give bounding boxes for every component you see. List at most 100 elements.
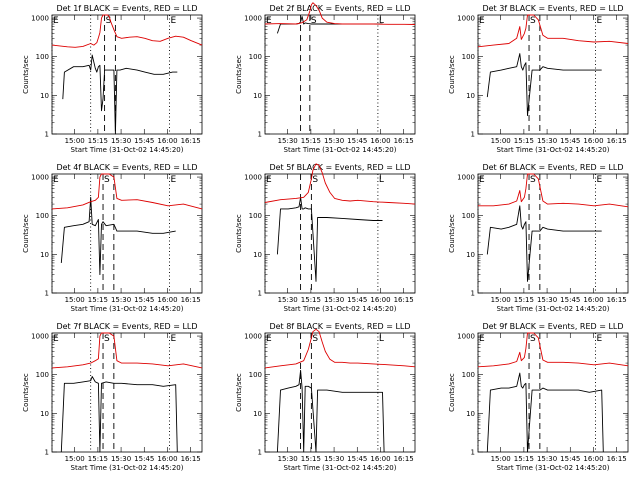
x-axis-label: Start Time (31-Oct-02 14:45:20) — [497, 305, 610, 313]
y-tick-label: 100 — [462, 212, 475, 220]
lld-series-line — [51, 173, 203, 210]
y-tick-label: 1 — [471, 290, 475, 298]
x-tick-label: 16:00 — [370, 455, 390, 463]
marker-label: S — [312, 334, 318, 344]
y-axis-label: Counts/sec — [235, 214, 243, 253]
marker-label: E — [171, 16, 177, 26]
y-tick-label: 1 — [258, 449, 262, 457]
x-tick-label: 15:30 — [278, 137, 298, 145]
events-series-line — [276, 16, 383, 34]
y-tick-label: 1000 — [244, 15, 262, 23]
y-tick-label: 1000 — [244, 174, 262, 182]
y-tick-label: 10 — [466, 251, 475, 259]
x-tick-label: 15:00 — [65, 455, 85, 463]
plot-frame — [477, 332, 629, 453]
y-tick-label: 1000 — [31, 333, 49, 341]
y-tick-label: 10 — [40, 92, 49, 100]
panel-title: Det 8f BLACK = Events, RED = LLD — [269, 322, 410, 331]
panel-7: Det 7f BLACK = Events, RED = LLD 1 10 100 10… — [22, 322, 203, 472]
y-tick-label: 1000 — [31, 174, 49, 182]
plot-frame — [51, 173, 203, 294]
x-tick-label: 15:15 — [88, 296, 108, 304]
marker-label: E — [266, 16, 272, 26]
x-tick-label: 15:30 — [278, 455, 298, 463]
x-tick-label: 15:45 — [347, 137, 367, 145]
marker-label: E — [171, 175, 177, 185]
plot-frame — [477, 14, 629, 135]
panel-title: Det 4f BLACK = Events, RED = LLD — [56, 163, 197, 172]
x-tick-label: 15:45 — [560, 137, 580, 145]
y-tick-label: 1 — [45, 290, 49, 298]
lld-series-line — [264, 2, 416, 25]
x-tick-label: 16:15 — [394, 137, 414, 145]
y-tick-label: 1000 — [457, 174, 475, 182]
y-tick-label: 100 — [36, 212, 49, 220]
x-tick-label: 16:15 — [181, 296, 201, 304]
plot-frame — [264, 14, 416, 135]
y-tick-label: 1 — [45, 449, 49, 457]
marker-label: E — [171, 334, 177, 344]
marker-label: E — [53, 175, 59, 185]
x-tick-label: 16:15 — [181, 137, 201, 145]
panel-title: Det 5f BLACK = Events, RED = LLD — [269, 163, 410, 172]
x-tick-label: 16:00 — [583, 137, 603, 145]
events-series-line — [486, 205, 602, 282]
x-tick-label: 15:45 — [134, 296, 154, 304]
marker-label: S — [530, 175, 536, 185]
marker-label: E — [597, 334, 603, 344]
x-tick-label: 15:00 — [491, 455, 511, 463]
panel-8: Det 8f BLACK = Events, RED = LLD 1 10 100 10… — [235, 322, 416, 472]
x-tick-label: 15:45 — [347, 296, 367, 304]
x-tick-label: 16:15 — [607, 296, 627, 304]
x-tick-label: 16:00 — [157, 296, 177, 304]
marker-label: E — [479, 16, 485, 26]
marker-label: E — [597, 175, 603, 185]
x-tick-label: 15:30 — [537, 296, 557, 304]
events-series-line — [276, 196, 383, 282]
plot-frame — [51, 14, 203, 135]
x-tick-label: 16:00 — [370, 137, 390, 145]
panel-2: Det 2f BLACK = Events, RED = LLD 1 10 100 10… — [235, 2, 416, 154]
panel-title: Det 3f BLACK = Events, RED = LLD — [482, 4, 623, 13]
y-axis-label: Counts/sec — [22, 214, 30, 253]
y-axis-label: Counts/sec — [448, 373, 456, 412]
x-axis-label: Start Time (31-Oct-02 14:45:20) — [71, 146, 184, 154]
x-axis-label: Start Time (31-Oct-02 14:45:20) — [71, 305, 184, 313]
panel-title: Det 7f BLACK = Events, RED = LLD — [56, 322, 197, 331]
x-tick-label: 15:15 — [88, 137, 108, 145]
x-tick-label: 16:15 — [181, 455, 201, 463]
x-tick-label: 16:00 — [583, 455, 603, 463]
y-tick-label: 100 — [462, 371, 475, 379]
marker-label: E — [597, 16, 603, 26]
x-tick-label: 15:45 — [560, 455, 580, 463]
x-axis-label: Start Time (31-Oct-02 14:45:20) — [284, 146, 397, 154]
x-tick-label: 15:30 — [537, 455, 557, 463]
lld-series-line — [51, 14, 203, 48]
events-series-line — [276, 369, 385, 453]
y-tick-label: 1000 — [244, 333, 262, 341]
x-tick-label: 15:30 — [537, 137, 557, 145]
plot-frame — [264, 332, 416, 453]
x-axis-label: Start Time (31-Oct-02 14:45:20) — [284, 464, 397, 472]
plot-frame — [477, 173, 629, 294]
plot-frame — [264, 173, 416, 294]
marker-label: S — [104, 334, 110, 344]
x-axis-label: Start Time (31-Oct-02 14:45:20) — [284, 305, 397, 313]
marker-label: E — [53, 334, 59, 344]
y-tick-label: 10 — [466, 92, 475, 100]
marker-label: E — [479, 175, 485, 185]
y-tick-label: 10 — [466, 410, 475, 418]
y-axis-label: Counts/sec — [22, 373, 30, 412]
panel-3: Det 3f BLACK = Events, RED = LLD 1 10 100 10… — [448, 4, 629, 154]
y-tick-label: 1000 — [31, 15, 49, 23]
marker-label: S — [312, 175, 318, 185]
marker-label: L — [379, 334, 384, 344]
y-tick-label: 1000 — [457, 333, 475, 341]
y-tick-label: 10 — [253, 251, 262, 259]
marker-label: S — [106, 16, 112, 26]
panel-5: Det 5f BLACK = Events, RED = LLD 1 10 100 10… — [235, 163, 416, 313]
panel-6: Det 6f BLACK = Events, RED = LLD 1 10 100 10… — [448, 163, 629, 313]
events-series-line — [486, 53, 602, 117]
x-tick-label: 16:00 — [157, 455, 177, 463]
